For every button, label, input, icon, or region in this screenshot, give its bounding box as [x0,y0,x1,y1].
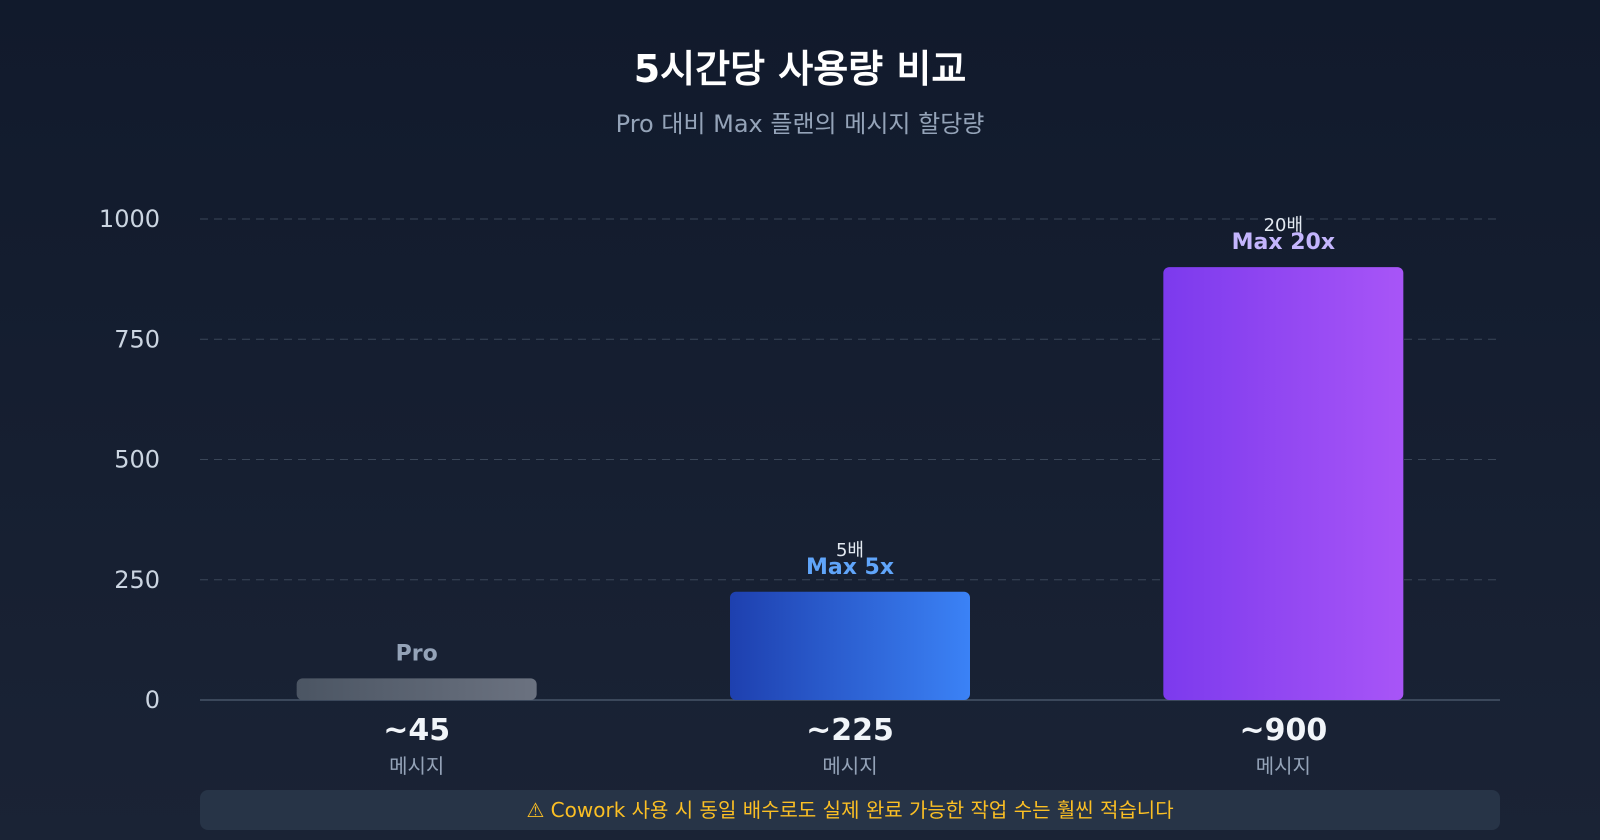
y-tick-label: 750 [114,325,160,353]
multiplier-label: 5배 [836,540,864,561]
multiplier-label: 20배 [1264,215,1303,236]
y-tick-label: 0 [145,686,160,714]
warning-note: ⚠ Cowork 사용 시 동일 배수로도 실제 완료 가능한 작업 수는 훨씬… [200,790,1500,830]
bar-name-label: Pro [396,641,438,666]
y-tick-label: 500 [114,446,160,474]
value-label: ~225 [806,713,894,748]
chart-subtitle: Pro 대비 Max 플랜의 메시지 할당량 [615,110,985,138]
value-label: ~45 [383,713,450,748]
y-tick-label: 1000 [99,205,160,233]
bar-1 [730,591,970,700]
y-tick-label: 250 [114,566,160,594]
chart-title: 5시간당 사용량 비교 [633,47,967,91]
bar-name-label: Max 5x [806,555,894,580]
value-label: ~900 [1239,713,1327,748]
unit-label: 메시지 [822,754,877,778]
bar-0 [296,678,537,700]
bar-2 [1163,267,1404,700]
unit-label: 메시지 [1256,754,1311,778]
unit-label: 메시지 [389,754,444,778]
bar-name-label: Max 20x [1232,230,1335,255]
